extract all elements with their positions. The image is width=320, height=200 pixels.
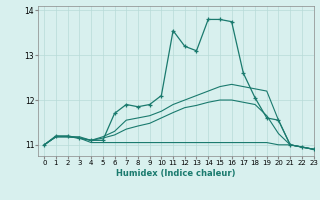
X-axis label: Humidex (Indice chaleur): Humidex (Indice chaleur) [116, 169, 236, 178]
